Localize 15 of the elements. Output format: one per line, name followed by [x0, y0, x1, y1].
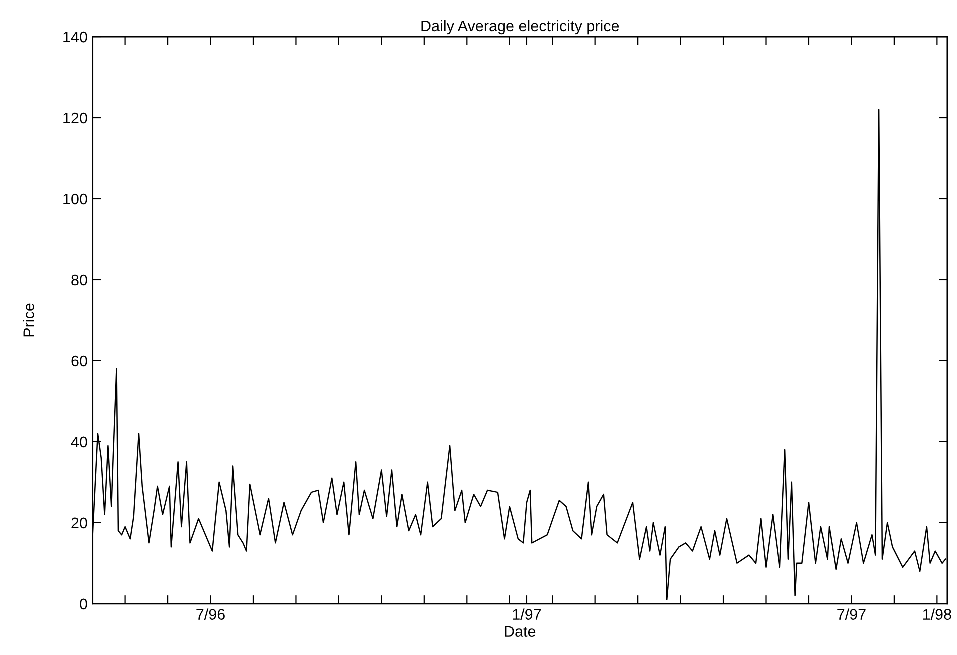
y-axis-title: Price — [23, 304, 34, 337]
y-tick-label: 120 — [64, 112, 88, 124]
y-tick-label: 80 — [72, 274, 88, 286]
y-tick-label: 60 — [72, 356, 88, 367]
y-tick-label: 20 — [72, 518, 88, 529]
x-tick-label: 7/97 — [838, 608, 866, 620]
y-tick-label: 40 — [71, 436, 88, 448]
x-tick-label: 1/97 — [513, 608, 542, 620]
y-tick-label: 0 — [80, 598, 88, 610]
chart-title: Daily Average electricity price — [422, 20, 620, 35]
y-tick-label: 140 — [64, 32, 88, 43]
x-axis-title: Date — [505, 626, 536, 638]
y-tick-label: 100 — [64, 194, 88, 205]
x-tick-label: 7/96 — [196, 608, 225, 620]
x-tick-label: 1/98 — [923, 608, 952, 620]
